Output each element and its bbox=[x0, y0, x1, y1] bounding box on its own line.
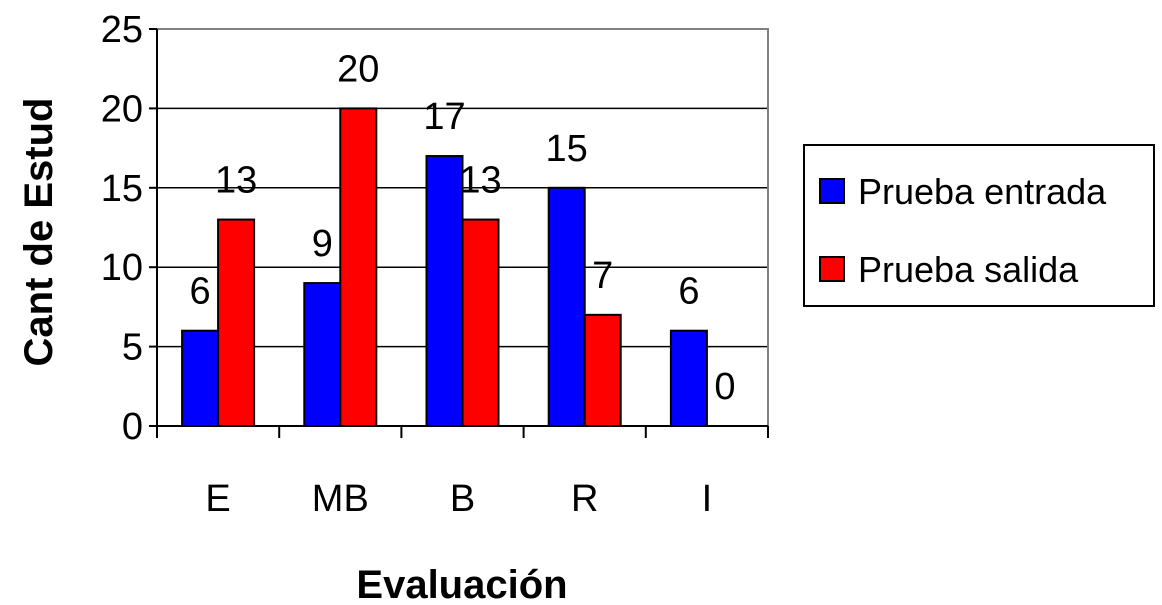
bar-entrada bbox=[669, 329, 708, 427]
data-label: 15 bbox=[546, 128, 588, 170]
bar-salida bbox=[461, 218, 500, 427]
bar-entrada bbox=[547, 186, 586, 427]
data-label: 20 bbox=[337, 48, 379, 90]
legend-label-entrada: Prueba entrada bbox=[858, 171, 1107, 212]
y-tick-label: 10 bbox=[101, 247, 143, 289]
bar-entrada bbox=[303, 282, 342, 427]
data-labels: 6 9 17 15 6 13 20 13 7 0 bbox=[190, 48, 736, 408]
y-tick-label: 25 bbox=[101, 9, 143, 51]
axes bbox=[149, 28, 769, 438]
data-label: 17 bbox=[423, 96, 465, 138]
legend-box bbox=[803, 144, 1155, 307]
data-label: 13 bbox=[215, 160, 257, 202]
y-tick-label: 0 bbox=[122, 406, 143, 448]
legend-label-salida: Prueba salida bbox=[858, 249, 1079, 290]
x-tick-label: I bbox=[702, 478, 713, 520]
legend-swatch-salida bbox=[819, 256, 845, 282]
y-axis-title: Cant de Estud bbox=[17, 98, 61, 367]
bar-salida bbox=[217, 218, 256, 427]
data-label: 6 bbox=[190, 271, 211, 313]
x-tick-label: E bbox=[205, 478, 230, 520]
bar-entrada bbox=[425, 155, 464, 427]
bars bbox=[181, 107, 708, 428]
data-label: 6 bbox=[678, 271, 699, 313]
bar-salida bbox=[583, 313, 622, 427]
bar-entrada bbox=[181, 329, 220, 427]
x-tick-label: R bbox=[571, 478, 598, 520]
y-tick-label: 15 bbox=[101, 168, 143, 210]
y-tick-label: 20 bbox=[101, 88, 143, 130]
data-label: 13 bbox=[459, 160, 501, 202]
x-tick-label: MB bbox=[312, 478, 369, 520]
legend: Prueba entrada Prueba salida bbox=[803, 144, 1155, 307]
tick-labels: 0 5 10 15 20 25 E MB B R I bbox=[101, 9, 712, 520]
x-tick-label: B bbox=[450, 478, 475, 520]
data-label: 7 bbox=[592, 255, 613, 297]
legend-swatch-entrada bbox=[819, 178, 845, 204]
y-tick-label: 5 bbox=[122, 327, 143, 369]
data-label: 9 bbox=[312, 223, 333, 265]
data-label: 0 bbox=[714, 366, 735, 408]
bar-salida bbox=[339, 107, 378, 428]
x-axis-title: Evaluación bbox=[356, 563, 567, 605]
